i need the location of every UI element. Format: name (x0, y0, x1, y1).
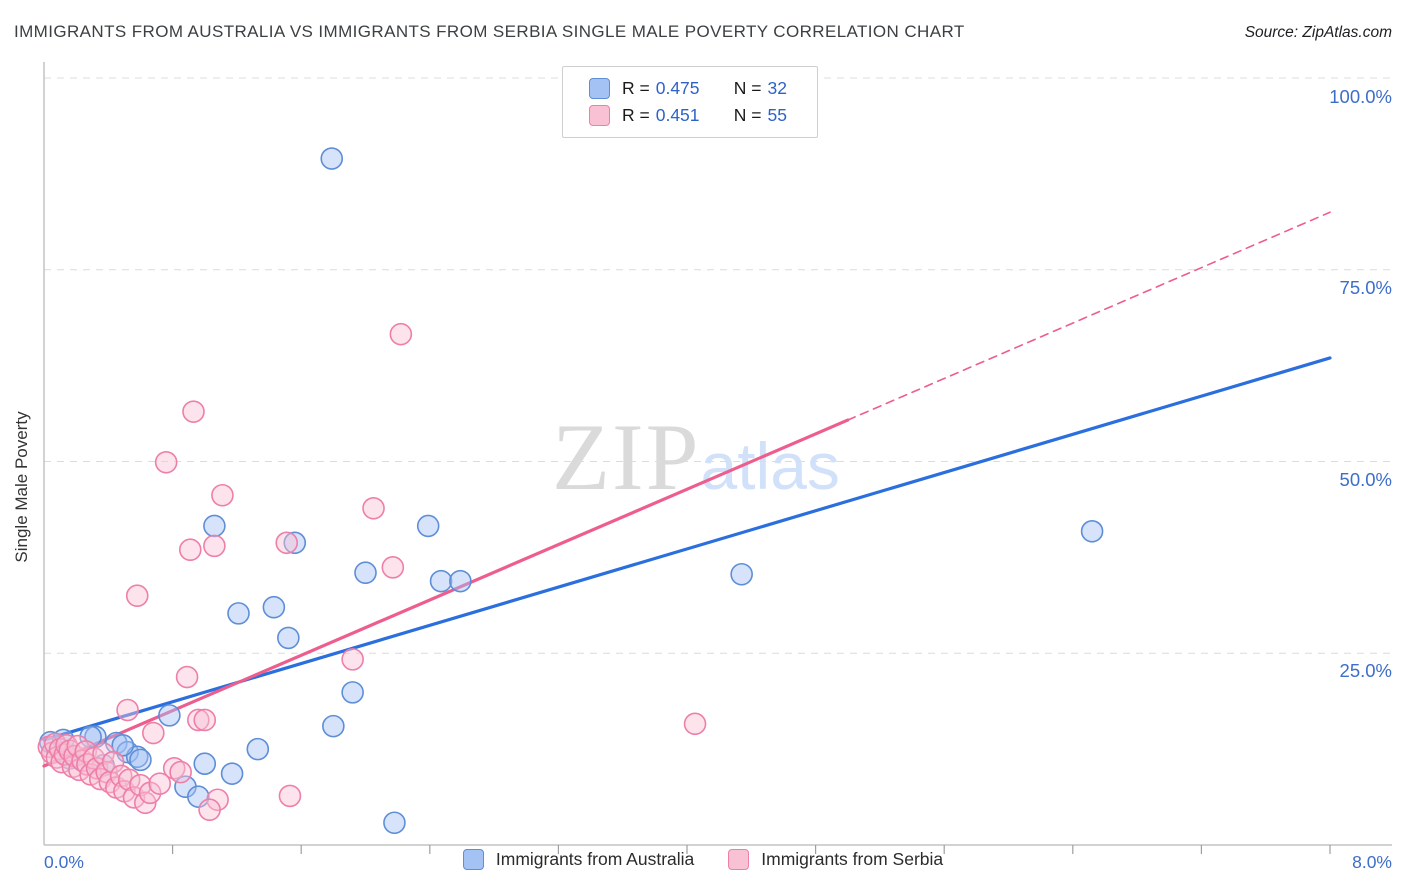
watermark-atlas: atlas (700, 429, 840, 503)
scatter-point-serbia[interactable] (178, 538, 202, 562)
scatter-point-australia[interactable] (354, 561, 377, 585)
chart-title: IMMIGRANTS FROM AUSTRALIA VS IMMIGRANTS … (14, 22, 965, 41)
scatter-point-australia[interactable] (111, 733, 135, 757)
scatter-point-australia[interactable] (416, 514, 440, 538)
scatter-point-australia[interactable] (1080, 519, 1104, 543)
scatter-point-serbia[interactable] (125, 584, 149, 608)
x-tick-label-min: 0.0% (44, 852, 84, 872)
legend-row-australia: R = 0.475 N = 32 (589, 75, 807, 102)
scatter-point-australia[interactable] (429, 569, 453, 593)
scatter-point-australia[interactable] (79, 725, 102, 749)
n-value: 55 (767, 105, 787, 125)
scatter-point-serbia[interactable] (175, 665, 199, 689)
scatter-point-serbia[interactable] (117, 768, 141, 792)
series-legend: Immigrants from Australia Immigrants fro… (0, 849, 1406, 870)
source-credit: Source: ZipAtlas.com (1244, 24, 1392, 41)
serbia-swatch-icon (589, 105, 610, 126)
watermark-zip: ZIP (552, 404, 701, 510)
scatter-point-australia[interactable] (277, 626, 300, 650)
scatter-point-australia[interactable] (227, 602, 250, 625)
scatter-point-serbia[interactable] (278, 784, 302, 808)
y-tick-label-100: 100.0% (1329, 86, 1392, 107)
scatter-point-australia[interactable] (220, 762, 244, 785)
n-value: 32 (767, 78, 787, 98)
zipatlas-watermark: ZIP atlas (552, 402, 840, 512)
scatter-point-serbia[interactable] (116, 698, 139, 722)
n-label: N = (733, 78, 762, 98)
scatter-point-australia[interactable] (262, 595, 286, 619)
y-tick-label-25: 25.0% (1339, 660, 1392, 681)
scatter-point-serbia[interactable] (381, 556, 405, 579)
y-tick-label-50: 50.0% (1339, 469, 1392, 490)
scatter-point-serbia[interactable] (162, 756, 186, 780)
scatter-point-australia[interactable] (730, 562, 753, 586)
serbia-swatch-icon (728, 849, 750, 870)
r-value: 0.451 (655, 105, 700, 125)
australia-swatch-icon (462, 849, 484, 870)
scatter-point-australia[interactable] (283, 531, 307, 555)
scatter-point-serbia[interactable] (211, 483, 234, 507)
scatter-point-australia[interactable] (320, 147, 344, 170)
scatter-point-australia[interactable] (158, 704, 181, 727)
trendline-serbia (846, 211, 1331, 421)
scatter-point-australia[interactable] (203, 514, 226, 538)
scatter-point-serbia[interactable] (683, 712, 707, 736)
scatter-point-australia[interactable] (341, 681, 364, 704)
scatter-point-serbia[interactable] (198, 798, 221, 822)
scatter-point-serbia[interactable] (187, 708, 210, 732)
r-value: 0.475 (655, 78, 700, 98)
scatter-point-australia[interactable] (246, 737, 270, 761)
scatter-point-serbia[interactable] (154, 450, 178, 474)
serbia-legend-label: Immigrants from Serbia (761, 849, 944, 869)
scatter-point-serbia[interactable] (362, 496, 385, 520)
r-label: R = (622, 78, 650, 98)
r-label: R = (622, 105, 650, 125)
scatter-point-serbia[interactable] (389, 322, 413, 346)
legend-row-serbia: R = 0.451 N = 55 (589, 102, 807, 129)
scatter-point-serbia[interactable] (148, 772, 172, 795)
x-tick-label-max: 8.0% (1352, 852, 1392, 872)
scatter-point-serbia[interactable] (182, 400, 205, 423)
y-tick-label-75: 75.0% (1339, 277, 1392, 298)
scatter-point-serbia[interactable] (275, 531, 299, 555)
scatter-point-serbia[interactable] (193, 708, 217, 732)
trendline-australia (42, 356, 1332, 742)
scatter-point-australia[interactable] (322, 714, 345, 738)
scatter-point-australia[interactable] (193, 752, 217, 775)
scatter-point-serbia[interactable] (341, 648, 364, 671)
n-label: N = (733, 105, 762, 125)
scatter-point-australia[interactable] (383, 811, 406, 835)
scatter-point-serbia[interactable] (142, 721, 165, 745)
scatter-point-serbia[interactable] (203, 534, 226, 558)
scatter-point-serbia[interactable] (101, 750, 125, 774)
scatter-point-australia[interactable] (449, 569, 472, 593)
australia-swatch-icon (589, 78, 610, 99)
australia-legend-label: Immigrants from Australia (495, 849, 695, 869)
scatter-point-australia[interactable] (129, 748, 152, 772)
y-axis-title: Single Male Poverty (12, 411, 31, 563)
correlation-legend: R = 0.475 N = 32 R = 0.451 N = 55 (562, 66, 818, 138)
scatter-point-serbia[interactable] (169, 760, 192, 784)
